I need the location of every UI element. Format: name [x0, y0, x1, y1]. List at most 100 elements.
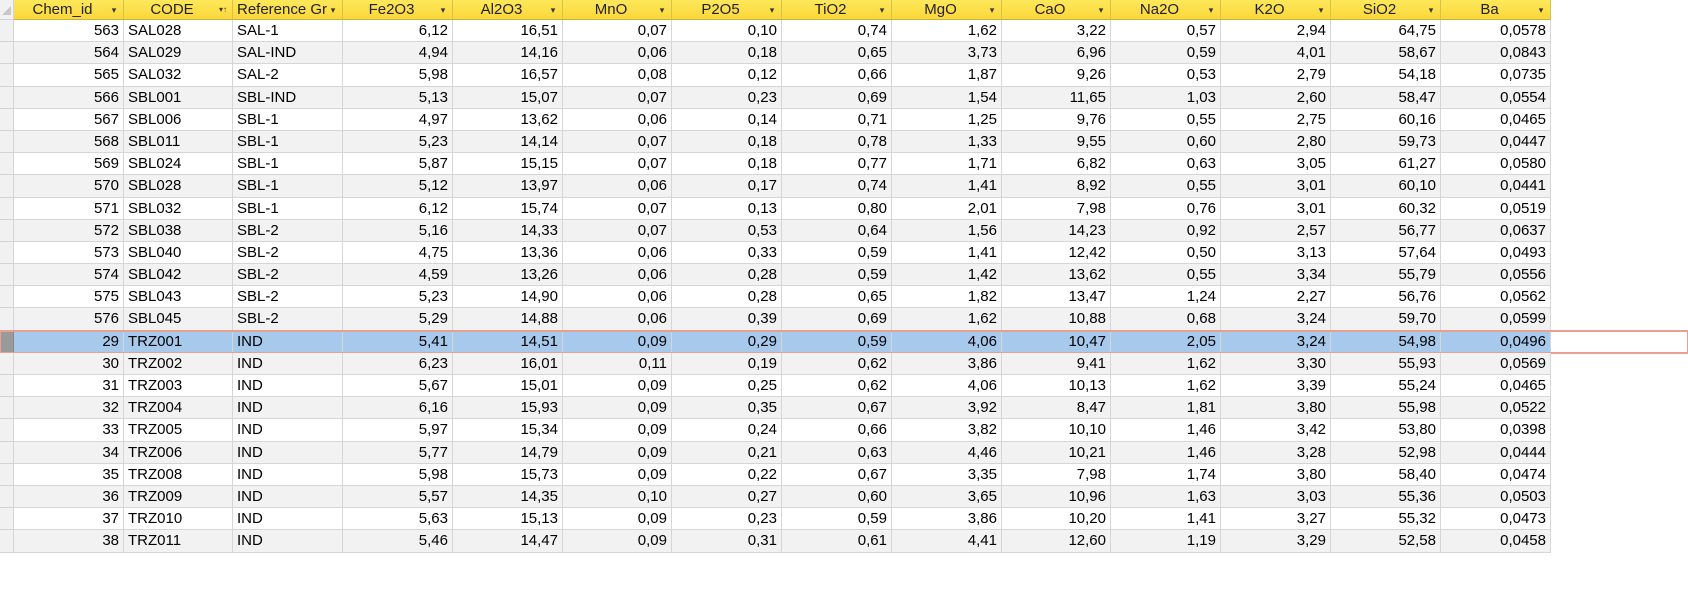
table-cell[interactable]: 8,92 [1002, 175, 1111, 198]
table-cell[interactable]: 61,27 [1331, 153, 1441, 176]
table-cell[interactable]: 1,74 [1111, 463, 1221, 486]
table-cell[interactable]: 0,55 [1111, 264, 1221, 287]
table-cell[interactable]: 29 [14, 330, 124, 353]
table-cell[interactable]: TRZ001 [124, 330, 233, 353]
table-cell[interactable]: 0,0519 [1441, 197, 1551, 220]
table-cell[interactable]: 55,32 [1331, 508, 1441, 531]
table-cell[interactable]: 0,0465 [1441, 108, 1551, 131]
table-row[interactable]: 565 SAL032 SAL-2 5,98 16,57 0,08 0,12 0,66 1,87 9… [0, 64, 1688, 87]
table-cell[interactable]: 563 [14, 20, 124, 43]
table-cell[interactable]: 5,97 [343, 419, 453, 442]
table-cell[interactable]: 0,55 [1111, 108, 1221, 131]
table-cell[interactable]: 15,13 [453, 508, 563, 531]
table-cell[interactable]: 0,23 [672, 508, 782, 531]
table-cell[interactable]: 1,03 [1111, 86, 1221, 109]
table-cell[interactable]: 0,25 [672, 375, 782, 398]
table-cell[interactable]: 14,47 [453, 530, 563, 553]
table-cell[interactable]: 572 [14, 219, 124, 242]
record-selector[interactable] [0, 441, 14, 464]
table-cell[interactable]: SBL001 [124, 86, 233, 109]
table-cell[interactable]: SBL-1 [233, 153, 343, 176]
table-cell[interactable]: SAL032 [124, 64, 233, 87]
table-cell[interactable]: 0,12 [672, 64, 782, 87]
table-cell[interactable]: 6,82 [1002, 153, 1111, 176]
table-cell[interactable]: 0,11 [563, 352, 672, 375]
table-cell[interactable]: 13,36 [453, 241, 563, 265]
table-row[interactable]: 38 TRZ011 IND 5,46 14,47 0,09 0,31 0,61 4,41 12,6… [0, 530, 1688, 553]
table-row[interactable]: 35 TRZ008 IND 5,98 15,73 0,09 0,22 0,67 3,35 7,98… [0, 463, 1688, 486]
table-cell[interactable]: 0,0637 [1441, 219, 1551, 242]
table-cell[interactable]: SBL032 [124, 197, 233, 220]
column-header-p2o5[interactable]: P2O5 ▾ [672, 0, 782, 20]
table-cell[interactable]: 573 [14, 241, 124, 265]
filter-dropdown-icon[interactable]: ▾ [769, 5, 775, 15]
table-cell[interactable]: 11,65 [1002, 86, 1111, 109]
table-cell[interactable]: 0,06 [563, 108, 672, 131]
table-cell[interactable]: 3,86 [892, 352, 1002, 375]
table-cell[interactable]: 1,62 [1111, 352, 1221, 375]
table-cell[interactable]: 15,01 [453, 375, 563, 398]
table-cell[interactable]: 3,01 [1221, 175, 1331, 198]
table-cell[interactable]: 13,26 [453, 264, 563, 287]
table-cell[interactable]: 3,24 [1221, 308, 1331, 331]
table-cell[interactable]: 0,09 [563, 375, 672, 398]
filter-dropdown-icon[interactable]: ▾ [550, 5, 556, 15]
table-cell[interactable]: 10,20 [1002, 508, 1111, 531]
table-cell[interactable]: 0,0465 [1441, 375, 1551, 398]
table-cell[interactable]: 1,41 [892, 241, 1002, 265]
column-header-sio2[interactable]: SiO2 ▾ [1331, 0, 1441, 20]
table-row[interactable]: 30 TRZ002 IND 6,23 16,01 0,11 0,19 0,62 3,86 9,41… [0, 352, 1688, 375]
table-cell[interactable]: 14,16 [453, 42, 563, 65]
table-cell[interactable]: 0,18 [672, 153, 782, 176]
table-cell[interactable]: 0,09 [563, 397, 672, 420]
table-cell[interactable]: 8,47 [1002, 397, 1111, 420]
table-cell[interactable]: IND [233, 530, 343, 553]
table-cell[interactable]: 0,09 [563, 508, 672, 531]
table-cell[interactable]: 3,80 [1221, 463, 1331, 486]
table-cell[interactable]: 0,59 [782, 264, 892, 287]
record-selector[interactable] [0, 308, 14, 331]
table-cell[interactable]: 60,10 [1331, 175, 1441, 198]
table-cell[interactable]: 0,65 [782, 42, 892, 65]
filter-dropdown-icon[interactable]: ▾ [1538, 5, 1544, 15]
table-cell[interactable]: SBL-1 [233, 175, 343, 198]
table-cell[interactable]: 0,76 [1111, 197, 1221, 220]
table-cell[interactable]: SBL040 [124, 241, 233, 265]
table-cell[interactable]: 0,0493 [1441, 241, 1551, 265]
table-cell[interactable]: SAL029 [124, 42, 233, 65]
table-cell[interactable]: 0,0562 [1441, 286, 1551, 309]
table-cell[interactable]: 0,10 [672, 20, 782, 43]
table-cell[interactable]: 1,46 [1111, 441, 1221, 464]
table-cell[interactable]: 36 [14, 485, 124, 509]
table-cell[interactable]: 15,93 [453, 397, 563, 420]
table-cell[interactable]: 5,57 [343, 485, 453, 509]
table-cell[interactable]: 0,31 [672, 530, 782, 553]
table-cell[interactable]: 0,60 [1111, 130, 1221, 154]
table-cell[interactable]: 0,74 [782, 175, 892, 198]
table-cell[interactable]: 0,39 [672, 308, 782, 331]
table-cell[interactable]: 3,42 [1221, 419, 1331, 442]
table-cell[interactable]: 0,0580 [1441, 153, 1551, 176]
table-cell[interactable]: 55,79 [1331, 264, 1441, 287]
table-cell[interactable]: 6,12 [343, 20, 453, 43]
table-cell[interactable]: 6,16 [343, 397, 453, 420]
table-cell[interactable]: 5,63 [343, 508, 453, 531]
table-cell[interactable]: 30 [14, 352, 124, 375]
table-cell[interactable]: 0,10 [563, 485, 672, 509]
table-cell[interactable]: 3,22 [1002, 20, 1111, 43]
table-cell[interactable]: 1,25 [892, 108, 1002, 131]
table-cell[interactable]: 3,30 [1221, 352, 1331, 375]
table-cell[interactable]: 54,18 [1331, 64, 1441, 87]
table-cell[interactable]: 575 [14, 286, 124, 309]
filter-dropdown-icon[interactable]: ▾ [659, 5, 665, 15]
table-cell[interactable]: 1,71 [892, 153, 1002, 176]
table-cell[interactable]: 0,18 [672, 42, 782, 65]
table-cell[interactable]: 0,21 [672, 441, 782, 464]
table-cell[interactable]: 0,92 [1111, 219, 1221, 242]
filter-dropdown-icon[interactable]: ▾ [989, 5, 995, 15]
table-cell[interactable]: 1,62 [892, 308, 1002, 331]
table-cell[interactable]: TRZ002 [124, 352, 233, 375]
table-cell[interactable]: 564 [14, 42, 124, 65]
table-cell[interactable]: 0,07 [563, 86, 672, 109]
table-row[interactable]: 34 TRZ006 IND 5,77 14,79 0,09 0,21 0,63 4,46 10,2… [0, 441, 1688, 464]
